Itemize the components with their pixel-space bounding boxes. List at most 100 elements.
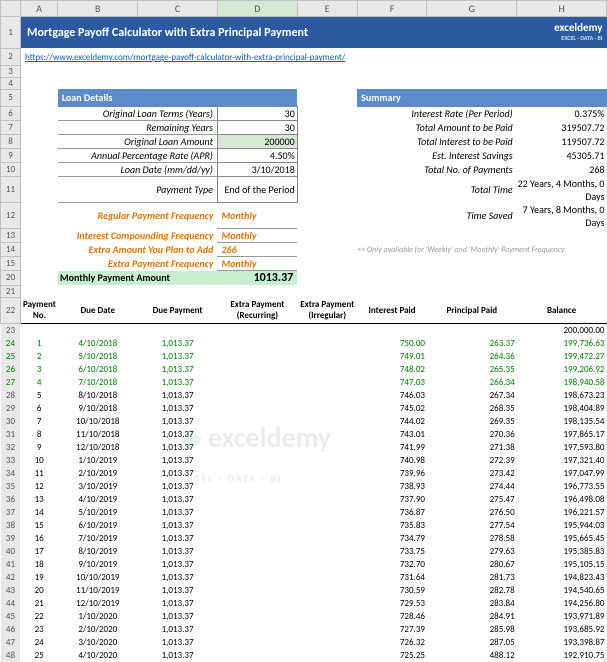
row-40[interactable]: 40 (1, 545, 21, 558)
table-row[interactable]: 30710/10/20181,013.37744.02269.35198,135… (1, 415, 607, 428)
table-row[interactable]: 2969/10/20181,013.37745.02268.35198,404.… (1, 402, 607, 415)
row-45[interactable]: 45 (1, 610, 21, 623)
col-B[interactable]: B (58, 1, 138, 17)
loan-value[interactable]: 200000 (217, 135, 297, 149)
row-31[interactable]: 31 (1, 428, 21, 441)
row-27[interactable]: 27 (1, 376, 21, 389)
row-23[interactable]: 23 (1, 324, 21, 338)
loan-value[interactable]: 3/10/2018 (217, 163, 297, 177)
table-row[interactable]: 432011/10/20191,013.37730.59282.78194,54… (1, 584, 607, 597)
table-row[interactable]: 34112/10/20191,013.37739.96273.42197,047… (1, 467, 607, 480)
table-row[interactable]: 37145/10/20191,013.37736.87276.50196,221… (1, 506, 607, 519)
th-extra-recurring: Extra Payment (Recurring) (217, 297, 297, 324)
loan-value[interactable]: 30 (217, 107, 297, 121)
row-22[interactable]: 22 (1, 297, 21, 324)
summary-label: Time Saved (357, 203, 517, 229)
row-33[interactable]: 33 (1, 454, 21, 467)
row-48[interactable]: 48 (1, 649, 21, 662)
table-row[interactable]: 47243/10/20201,013.37726.32287.05193,398… (1, 636, 607, 649)
row-6[interactable]: 6 (1, 107, 21, 121)
row-34[interactable]: 34 (1, 467, 21, 480)
th-due-date: Due Date (58, 297, 138, 324)
row-26[interactable]: 26 (1, 363, 21, 376)
row-37[interactable]: 37 (1, 506, 21, 519)
row-20[interactable]: 20 (1, 271, 21, 286)
th-extra-irregular: Extra Payment (Irregular) (297, 297, 357, 324)
row-1[interactable]: 1 (1, 17, 21, 49)
col-E[interactable]: E (297, 1, 357, 17)
row-29[interactable]: 29 (1, 402, 21, 415)
spreadsheet[interactable]: A B C D E F G H 1 Mortgage Payoff Calcul… (0, 0, 607, 662)
col-C[interactable]: C (138, 1, 218, 17)
row-21[interactable]: 21 (1, 285, 21, 297)
table-row[interactable]: 36134/10/20191,013.37737.90275.47196,498… (1, 493, 607, 506)
table-row[interactable]: 35123/10/20191,013.37738.93274.44196,773… (1, 480, 607, 493)
row-10[interactable]: 10 (1, 163, 21, 177)
table-row[interactable]: 32912/10/20181,013.37741.99271.38197,593… (1, 441, 607, 454)
table-row[interactable]: 46232/10/20201,013.37727.39285.98193,685… (1, 623, 607, 636)
col-A[interactable]: A (20, 1, 57, 17)
page-title: Mortgage Payoff Calculator with Extra Pr… (20, 17, 426, 49)
th-due-payment: Due Payment (138, 297, 218, 324)
row-4[interactable]: 4 (1, 77, 21, 89)
loan-orange-value[interactable]: 266 (217, 243, 297, 257)
row-25[interactable]: 25 (1, 350, 21, 363)
table-row[interactable]: 2636/10/20181,013.37748.02265.35199,206.… (1, 363, 607, 376)
row-43[interactable]: 43 (1, 584, 21, 597)
loan-orange-value[interactable]: Monthly (217, 229, 297, 243)
table-row[interactable]: 45221/10/20201,013.37728.46284.91193,971… (1, 610, 607, 623)
summary-label: Est. Interest Savings (357, 149, 517, 163)
row-35[interactable]: 35 (1, 480, 21, 493)
row-5[interactable]: 5 (1, 89, 21, 107)
row-47[interactable]: 47 (1, 636, 21, 649)
row-28[interactable]: 28 (1, 389, 21, 402)
loan-value[interactable]: 4.50% (217, 149, 297, 163)
row-42[interactable]: 42 (1, 571, 21, 584)
row-38[interactable]: 38 (1, 519, 21, 532)
row-3[interactable]: 3 (1, 65, 21, 77)
row-11[interactable]: 11 (1, 177, 21, 203)
table-row[interactable]: 33101/10/20191,013.37740.98272.39197,321… (1, 454, 607, 467)
logo: exceldemyEXCEL · DATA · BI (427, 17, 607, 49)
col-G[interactable]: G (427, 1, 517, 17)
table-row[interactable]: 48254/10/20201,013.37725.25488.12192,910… (1, 649, 607, 662)
row-12[interactable]: 12 (1, 203, 21, 229)
summary-label: Total Time (357, 177, 517, 203)
row-36[interactable]: 36 (1, 493, 21, 506)
table-row[interactable]: 2747/10/20181,013.37747.03266.34198,940.… (1, 376, 607, 389)
col-D[interactable]: D (217, 1, 297, 17)
row-7[interactable]: 7 (1, 121, 21, 135)
row-46[interactable]: 46 (1, 623, 21, 636)
loan-value[interactable]: 30 (217, 121, 297, 135)
row-9[interactable]: 9 (1, 149, 21, 163)
table-row[interactable]: 40178/10/20191,013.37733.75279.63195,385… (1, 545, 607, 558)
row-15[interactable]: 15 (1, 257, 21, 271)
table-row[interactable]: 2414/10/20181,013.37750.00263.37199,736.… (1, 337, 607, 350)
summary-value: 319507.72 (517, 121, 607, 135)
col-H[interactable]: H (517, 1, 607, 17)
loan-orange-value[interactable]: Monthly (217, 203, 297, 229)
summary-label: Total No. of Payments (357, 163, 517, 177)
table-row[interactable]: 2858/10/20181,013.37746.03267.34198,673.… (1, 389, 607, 402)
table-row[interactable]: 39167/10/20191,013.37734.79278.58195,665… (1, 532, 607, 545)
row-30[interactable]: 30 (1, 415, 21, 428)
table-row[interactable]: 38156/10/20191,013.37735.83277.54195,944… (1, 519, 607, 532)
table-row[interactable]: 41189/10/20191,013.37732.70280.67195,105… (1, 558, 607, 571)
th-balance: Balance (517, 297, 607, 324)
row-14[interactable]: 14 (1, 243, 21, 257)
table-row[interactable]: 421910/10/20191,013.37731.64281.73194,82… (1, 571, 607, 584)
row-39[interactable]: 39 (1, 532, 21, 545)
source-link[interactable]: https://www.exceldemy.com/mortgage-payof… (25, 52, 345, 63)
row-24[interactable]: 24 (1, 337, 21, 350)
row-8[interactable]: 8 (1, 135, 21, 149)
col-F[interactable]: F (357, 1, 427, 17)
column-headers[interactable]: A B C D E F G H (1, 1, 607, 17)
table-row[interactable]: 31811/10/20181,013.37743.01270.36197,865… (1, 428, 607, 441)
row-2[interactable]: 2 (1, 48, 21, 65)
loan-value[interactable]: End of the Period (217, 177, 297, 203)
row-41[interactable]: 41 (1, 558, 21, 571)
loan-orange-value[interactable]: Monthly (217, 257, 297, 271)
table-row[interactable]: 2525/10/20181,013.37749.01264.36199,472.… (1, 350, 607, 363)
row-13[interactable]: 13 (1, 229, 21, 243)
row-32[interactable]: 32 (1, 441, 21, 454)
